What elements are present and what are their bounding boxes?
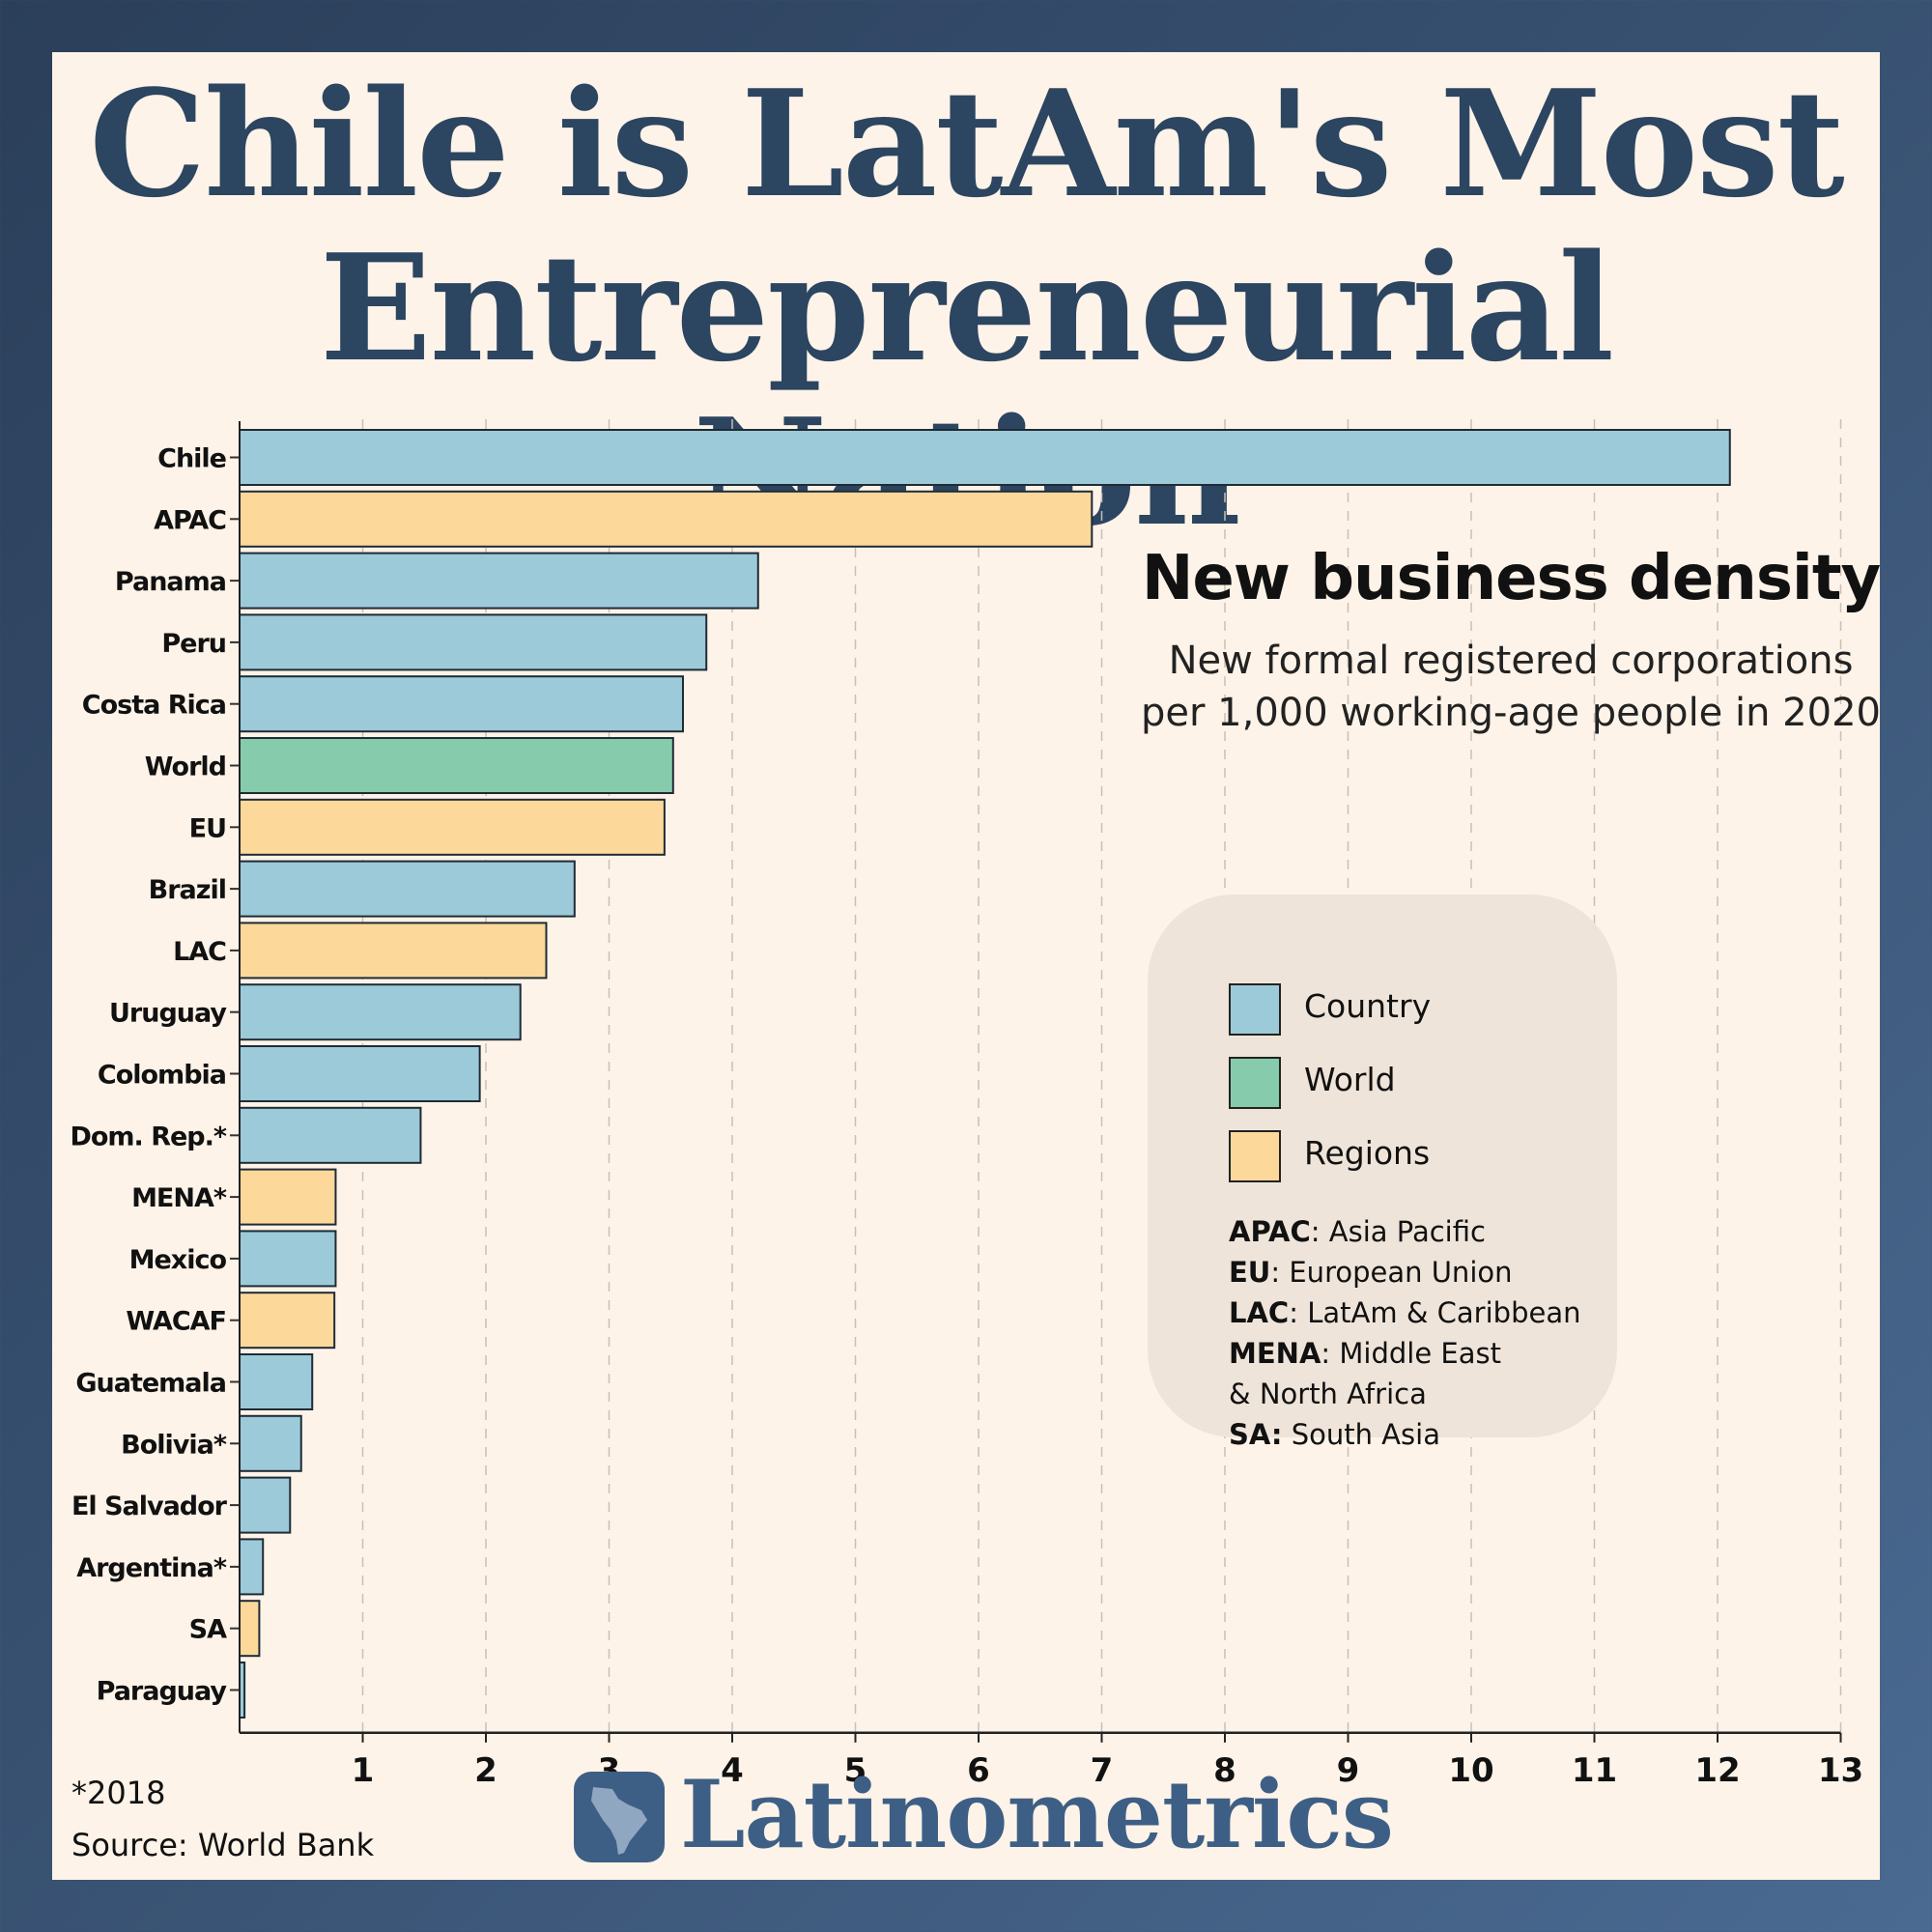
chart-subtitle-heading: New business density [1141, 543, 1881, 614]
category-label: Brazil [149, 875, 226, 905]
description-line-2: per 1,000 working-age people in 2020 [1141, 691, 1881, 735]
chart-annotation: New business density New formal register… [1047, 540, 1932, 739]
category-label: Mexico [129, 1245, 227, 1275]
legend-label-world: World [1304, 1061, 1396, 1098]
bar [239, 429, 1731, 486]
latin-america-map-icon [574, 1772, 665, 1862]
x-tick-label: 7 [1091, 1751, 1114, 1790]
x-tick-label: 8 [1213, 1751, 1236, 1790]
legend: Country World Regions APAC: Asia Pacific… [1148, 895, 1617, 1451]
abbreviation-item: MENA: Middle East [1229, 1337, 1501, 1370]
infographic-card: Chile is LatAm's Most Entrepreneurial Na… [52, 52, 1881, 1880]
category-label: SA [189, 1615, 227, 1645]
bar [239, 737, 674, 794]
bar [239, 613, 708, 671]
abbreviation-item: EU: European Union [1229, 1256, 1513, 1289]
category-label: Argentina* [76, 1553, 227, 1583]
category-label: WACAF [126, 1307, 226, 1337]
x-tick-label: 6 [967, 1751, 990, 1790]
x-tick-label: 4 [721, 1751, 744, 1790]
category-label: Paraguay [97, 1677, 228, 1707]
bar [239, 922, 548, 980]
category-label: Colombia [98, 1061, 226, 1091]
bar [239, 798, 666, 856]
bar [239, 675, 684, 733]
x-tick-label: 9 [1337, 1751, 1360, 1790]
bar [239, 1045, 481, 1102]
category-label: MENA* [131, 1183, 227, 1213]
brand-name: Latinometrics [680, 1760, 1394, 1869]
bar [239, 860, 576, 918]
category-label: World [145, 753, 226, 782]
category-label: Dom. Rep.* [70, 1122, 226, 1151]
x-tick-label: 11 [1572, 1751, 1617, 1790]
footnote-asterisk: *2018 [71, 1775, 166, 1811]
page-title: Chile is LatAm's Most Entrepreneurial Na… [52, 62, 1880, 554]
x-tick-label: 5 [844, 1751, 867, 1790]
bar-chart: Chile APAC Panama Peru Costa Rica World EU Braz… [70, 419, 1863, 1790]
abbreviation-list: APAC: Asia Pacific EU: European Union LA… [1229, 1211, 1615, 1455]
x-tick-label: 13 [1818, 1751, 1863, 1790]
title-line-1: Chile is LatAm's Most [89, 57, 1845, 230]
axes: Chile APAC Panama Peru Costa Rica World EU Braz… [70, 421, 1863, 1790]
bar [239, 1538, 265, 1596]
category-label: Guatemala [75, 1369, 226, 1399]
category-label: LAC [173, 937, 226, 967]
x-tick-label: 12 [1694, 1751, 1740, 1790]
legend-swatch-country [1229, 983, 1281, 1036]
source-credit: Source: World Bank [71, 1827, 375, 1863]
bar [239, 552, 759, 610]
bar [239, 1476, 292, 1534]
legend-label-regions: Regions [1304, 1134, 1431, 1172]
legend-swatch-regions [1229, 1130, 1281, 1182]
bar [239, 1230, 337, 1288]
category-label: APAC [154, 505, 226, 535]
description-line-1: New formal registered corporations [1168, 639, 1854, 683]
category-label: Peru [161, 629, 226, 659]
category-label: Bolivia* [121, 1430, 227, 1460]
footnote: *2018 Source: World Bank [71, 1767, 374, 1871]
x-tick-label: 10 [1448, 1751, 1493, 1790]
chart-subtitle-description: New formal registered corporations per 1… [1047, 635, 1932, 739]
bar [239, 1292, 336, 1350]
legend-label-country: Country [1304, 987, 1432, 1025]
x-tick-label: 1 [352, 1751, 375, 1790]
bar [239, 1353, 314, 1410]
bar [239, 1600, 261, 1658]
abbreviation-item: APAC: Asia Pacific [1229, 1215, 1486, 1248]
bar [239, 490, 1094, 548]
abbreviation-item: SA: South Asia [1229, 1418, 1440, 1451]
category-label: Panama [115, 567, 226, 597]
bar [239, 1414, 302, 1472]
category-label: El Salvador [71, 1492, 228, 1521]
bar [239, 1106, 422, 1164]
abbreviation-item: LAC: LatAm & Caribbean [1229, 1296, 1581, 1329]
category-label: Uruguay [109, 999, 227, 1029]
bars [239, 429, 1731, 1719]
x-tick-label: 2 [474, 1751, 497, 1790]
bar [239, 983, 522, 1041]
category-label: EU [189, 813, 226, 843]
legend-swatch-world [1229, 1057, 1281, 1109]
abbreviation-item: & North Africa [1229, 1378, 1427, 1410]
category-label: Chile [157, 444, 226, 474]
bar [239, 1168, 337, 1226]
category-label: Costa Rica [82, 691, 226, 721]
